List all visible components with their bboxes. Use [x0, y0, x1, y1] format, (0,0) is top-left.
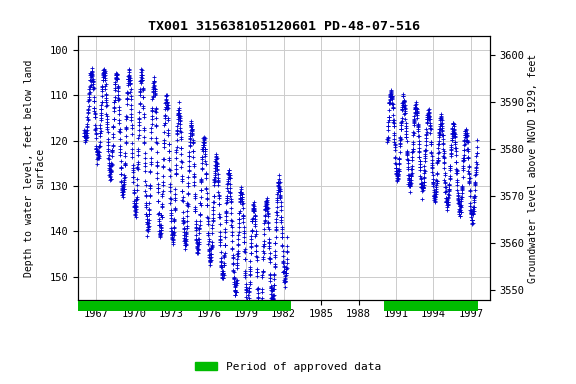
Y-axis label: Groundwater level above NGVD 1929, feet: Groundwater level above NGVD 1929, feet — [529, 53, 539, 283]
Y-axis label: Depth to water level, feet below land
surface: Depth to water level, feet below land su… — [24, 59, 45, 277]
Legend: Period of approved data: Period of approved data — [191, 358, 385, 377]
Title: TX001 315638105120601 PD-48-07-516: TX001 315638105120601 PD-48-07-516 — [147, 20, 420, 33]
